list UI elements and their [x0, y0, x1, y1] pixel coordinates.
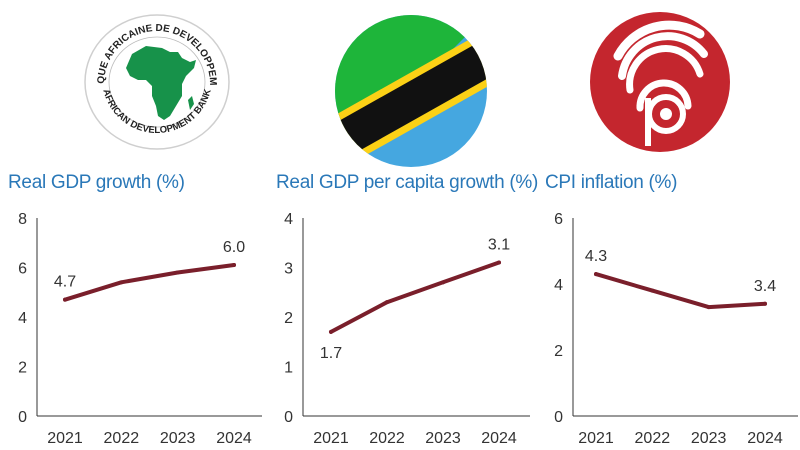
data-point	[232, 263, 236, 268]
chart-gdp-per-capita: 0 1 2 3 4 2021 2022 2023 2024 1.7 3.1	[284, 211, 530, 447]
inflation-signal-icon	[590, 12, 730, 152]
x-tick-label: 2024	[481, 430, 517, 447]
x-tick-label: 2023	[160, 430, 196, 447]
data-point	[594, 272, 598, 277]
africa-map-icon	[126, 46, 196, 120]
y-tick-label: 4	[284, 211, 293, 228]
y-tick-label: 6	[554, 211, 563, 228]
x-tick-label: 2021	[47, 430, 83, 447]
data-label: 4.3	[585, 248, 607, 265]
chart-title-cpi-inflation: CPI inflation (%)	[545, 172, 678, 193]
x-tick-label: 2021	[313, 430, 349, 447]
y-tick-label: 2	[554, 343, 563, 360]
y-tick-label: 0	[554, 409, 563, 426]
y-tick-label: 2	[284, 310, 293, 327]
x-tick-label: 2024	[216, 430, 252, 447]
y-tick-label: 2	[18, 360, 27, 377]
data-point	[497, 260, 501, 265]
series-line	[594, 272, 767, 310]
chart-gdp-growth: 0 2 4 6 8 2021 2022 2023 2024 4.7 6.0	[18, 211, 262, 447]
x-tick-label: 2023	[425, 430, 461, 447]
y-tick-label: 1	[284, 360, 293, 377]
series-line	[63, 263, 236, 302]
data-point	[385, 300, 389, 305]
y-tick-label: 6	[18, 261, 27, 278]
data-label: 1.7	[320, 345, 342, 362]
data-label: 3.4	[754, 278, 776, 295]
data-point	[175, 270, 180, 275]
x-tick-label: 2022	[635, 430, 671, 447]
x-tick-label: 2023	[691, 430, 727, 447]
x-tick-label: 2021	[578, 430, 614, 447]
chart-title-gdp-per-capita: Real GDP per capita growth (%)	[276, 172, 539, 193]
data-point	[650, 288, 655, 293]
y-tick-label: 4	[554, 277, 563, 294]
x-tick-label: 2022	[369, 430, 405, 447]
x-tick-label: 2024	[747, 430, 783, 447]
chart-title-gdp-growth: Real GDP growth (%)	[8, 172, 185, 193]
data-label: 3.1	[488, 237, 510, 254]
data-point	[63, 297, 67, 302]
afdb-logo: BANQUE AFRICAINE DE DEVELOPPEMENT AFRICA…	[82, 12, 230, 150]
data-label: 4.7	[54, 274, 76, 291]
x-tick-label: 2022	[104, 430, 140, 447]
y-tick-label: 0	[284, 409, 293, 426]
data-point	[706, 305, 711, 310]
y-tick-label: 4	[18, 310, 27, 327]
chart-cpi-inflation: 0 2 4 6 2021 2022 2023 2024 4.3 3.4	[554, 211, 798, 447]
y-tick-label: 3	[284, 261, 293, 278]
tanzania-flag-icon	[335, 15, 487, 167]
data-point	[119, 280, 124, 285]
y-tick-label: 8	[18, 211, 27, 228]
data-label: 6.0	[223, 239, 245, 256]
y-tick-label: 0	[18, 409, 27, 426]
series-line	[329, 260, 501, 334]
data-point	[329, 329, 333, 334]
data-point	[763, 301, 767, 306]
data-point	[441, 280, 445, 285]
